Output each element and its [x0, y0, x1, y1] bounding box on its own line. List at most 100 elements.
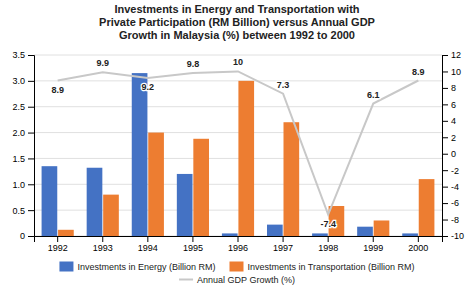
tick-mark: [442, 121, 448, 122]
tick: 12: [442, 50, 461, 60]
tick-label: 4: [451, 116, 456, 126]
tick-mark: [238, 236, 239, 242]
tick-label: -8: [451, 215, 459, 225]
tick-mark: [28, 81, 34, 82]
tick: 4: [442, 116, 456, 126]
tick: 2.5: [12, 102, 34, 112]
tick: -4: [442, 182, 459, 192]
data-label: 6.1: [367, 90, 380, 100]
tick: 0: [442, 149, 456, 159]
tick-mark: [192, 236, 193, 242]
tick-mark: [442, 154, 448, 155]
tick-label: 2: [451, 133, 456, 143]
title: Investments in Energy and Transportation…: [99, 3, 375, 41]
tick-mark: [442, 236, 448, 237]
tick-label: 8: [451, 83, 456, 93]
bar: [222, 233, 238, 236]
grid-line: [34, 106, 442, 107]
tick-mark: [442, 55, 448, 56]
legend-item: Annual GDP Growth (%): [179, 275, 295, 285]
tick-label: 1995: [183, 243, 203, 253]
tick-label: 1992: [48, 243, 68, 253]
bar: [42, 166, 58, 236]
grid-line: [34, 158, 442, 159]
bar: [87, 168, 103, 236]
tick-mark: [442, 187, 448, 188]
tick-mark: [57, 236, 58, 242]
tick-mark: [28, 184, 34, 185]
tick: 1992: [48, 236, 68, 253]
tick-label: 1994: [138, 243, 158, 253]
tick: 1.0: [12, 180, 34, 190]
data-label: 9.8: [187, 59, 200, 69]
tick-mark: [442, 137, 448, 138]
data-label: 8.9: [412, 67, 425, 77]
tick-mark: [147, 236, 148, 242]
tick-label: 2.0: [12, 128, 25, 138]
data-label: 9.2: [142, 82, 155, 92]
bar: [193, 139, 209, 236]
tick-label: 2.5: [12, 102, 25, 112]
tick: 1993: [93, 236, 113, 253]
tick-label: 0.5: [12, 206, 25, 216]
tick-mark: [28, 55, 34, 56]
chart: Investments in Energy and Transportation…: [0, 0, 474, 288]
tick-label: 1.5: [12, 154, 25, 164]
tick-label: 12: [451, 50, 461, 60]
legend-label: Annual GDP Growth (%): [197, 275, 295, 285]
tick: 2.0: [12, 128, 34, 138]
tick-label: -2: [451, 166, 459, 176]
tick: -8: [442, 215, 459, 225]
tick: -10: [442, 231, 464, 241]
bar: [402, 233, 418, 236]
title-line: Private Participation (RM Billion) versu…: [99, 16, 375, 28]
tick-label: 1.0: [12, 180, 25, 190]
legend-label: Investments in Energy (Billion RM): [77, 262, 215, 272]
tick-label: 1996: [228, 243, 248, 253]
tick: 6: [442, 100, 456, 110]
legend-label: Investments in Transportation (Billion R…: [247, 262, 414, 272]
tick-label: 1998: [318, 243, 338, 253]
tick-label: 1993: [93, 243, 113, 253]
bar: [419, 179, 435, 236]
tick: 1.5: [12, 154, 34, 164]
tick: 1999: [363, 236, 383, 253]
tick-mark: [442, 104, 448, 105]
tick-mark: [102, 236, 103, 242]
tick-mark: [442, 220, 448, 221]
tick: 1994: [138, 236, 158, 253]
tick: 1996: [228, 236, 248, 253]
marks: [42, 71, 435, 236]
bar: [374, 220, 390, 236]
tick: 1995: [183, 236, 203, 253]
tick-mark: [28, 236, 34, 237]
title-line: Growth in Malaysia (%) between 1992 to 2…: [119, 29, 355, 41]
tick: 10: [442, 67, 461, 77]
bar-series: [58, 81, 434, 236]
bar: [267, 225, 283, 236]
bar: [58, 230, 74, 236]
bar: [238, 81, 254, 236]
tick: -6: [442, 198, 459, 208]
legend: Investments in Energy (Billion RM) Invest…: [59, 262, 414, 285]
bar: [312, 233, 328, 236]
tick: 2000: [408, 236, 428, 253]
tick: -2: [442, 166, 459, 176]
tick-label: -6: [451, 198, 459, 208]
grid: [34, 55, 442, 236]
tick-mark: [328, 236, 329, 242]
tick: 2: [442, 133, 456, 143]
title-line: Investments in Energy and Transportation…: [114, 3, 359, 15]
grid-line: [34, 80, 442, 81]
legend-swatch: [59, 262, 73, 272]
tick-label: -10: [451, 231, 464, 241]
data-label: 7.3: [277, 80, 290, 90]
tick: 1997: [273, 236, 293, 253]
bar-series: [42, 73, 418, 236]
legend-swatch: [179, 279, 193, 281]
y-axis: 00.51.01.52.02.53.03.5: [12, 50, 34, 241]
tick-mark: [28, 158, 34, 159]
data-label: -7.4: [320, 219, 336, 229]
tick-mark: [28, 133, 34, 134]
bar: [177, 174, 193, 236]
